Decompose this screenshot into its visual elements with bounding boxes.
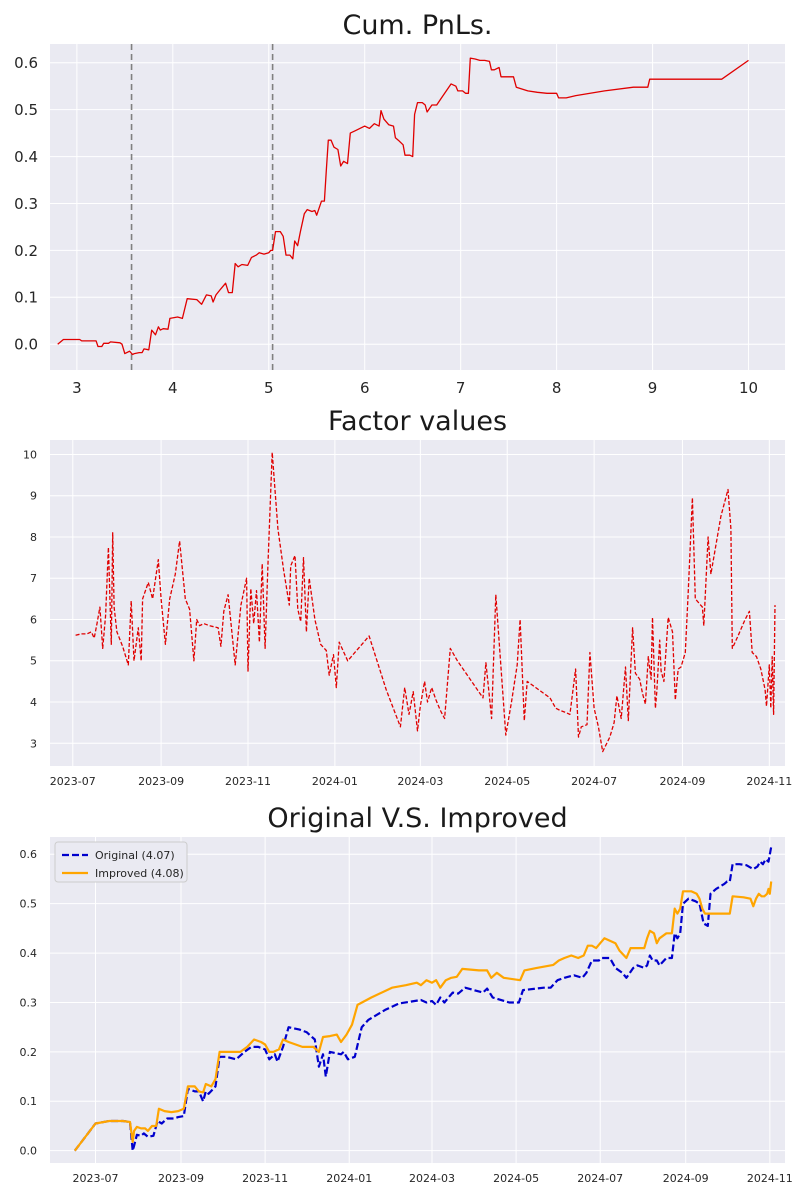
- chart-panel-3: 2023-07 2023-09 2023-11 2024-01 2024-03 2024-…: [20, 803, 793, 1185]
- series-line-1: [73, 846, 773, 1152]
- x-tick-label: 2024-11: [746, 775, 792, 788]
- x-tick-label: 5: [264, 379, 274, 397]
- y-tick-label: 0.2: [14, 242, 38, 260]
- x-tick-label: 2024-07: [571, 775, 617, 788]
- legend-entry: Improved (4.08): [95, 867, 184, 880]
- x-tick-label: 2024-11: [747, 1172, 793, 1185]
- chart-title: Original V.S. Improved: [267, 803, 567, 834]
- y-tick-label: 5: [30, 655, 37, 668]
- y-tick-label: 0.0: [20, 1145, 38, 1158]
- x-tick-label: 2023-11: [242, 1172, 288, 1185]
- x-tick-label: 2024-09: [663, 1172, 709, 1185]
- chart-title: Cum. PnLs.: [342, 10, 492, 41]
- y-tick-label: 10: [23, 448, 37, 461]
- x-tick-label: 2023-07: [73, 1172, 119, 1185]
- x-tick-label: 10: [739, 379, 758, 397]
- x-tick-label: 2023-07: [50, 775, 96, 788]
- plot-area: [50, 440, 785, 766]
- y-tick-label: 3: [30, 737, 37, 750]
- y-tick-label: 0.6: [14, 54, 38, 72]
- x-tick-label: 6: [360, 379, 370, 397]
- y-tick-label: 9: [30, 490, 37, 503]
- x-tick-label: 2024-03: [409, 1172, 455, 1185]
- x-tick-label: 2024-09: [659, 775, 705, 788]
- series-line-1: [57, 57, 749, 356]
- y-tick-label: 7: [30, 572, 37, 585]
- y-tick-label: 0.1: [14, 289, 38, 307]
- x-tick-label: 8: [552, 379, 562, 397]
- chart-title: Factor values: [328, 406, 507, 437]
- x-tick-label: 4: [168, 379, 178, 397]
- y-tick-label: 0.4: [20, 947, 38, 960]
- x-tick-label: 3: [72, 379, 82, 397]
- x-tick-label: 2023-11: [225, 775, 271, 788]
- y-tick-label: 0.0: [14, 336, 38, 354]
- x-tick-label: 2024-05: [484, 775, 530, 788]
- x-tick-label: 2023-09: [158, 1172, 204, 1185]
- y-tick-label: 0.3: [14, 195, 38, 213]
- legend: Original (4.07) Improved (4.08): [54, 841, 188, 883]
- legend-entry: Original (4.07): [95, 849, 175, 862]
- series-line-1: [75, 451, 776, 753]
- x-tick-label: 2024-03: [397, 775, 443, 788]
- x-tick-label: 7: [456, 379, 466, 397]
- chart-panel-2: 2023-07 2023-09 2023-11 2024-01 2024-03 2024-…: [23, 406, 792, 788]
- x-tick-label: 2024-01: [312, 775, 358, 788]
- gridlines: [50, 44, 785, 370]
- y-tick-label: 0.6: [20, 848, 38, 861]
- y-tick-label: 4: [30, 696, 37, 709]
- y-tick-label: 0.1: [20, 1095, 38, 1108]
- gridlines: [50, 440, 785, 766]
- y-tick-label: 0.5: [20, 898, 38, 911]
- y-tick-label: 0.4: [14, 148, 38, 166]
- x-tick-label: 2024-07: [577, 1172, 623, 1185]
- x-tick-label: 9: [648, 379, 658, 397]
- plot-area: [50, 44, 785, 370]
- y-tick-label: 0.3: [20, 996, 38, 1009]
- x-tick-label: 2024-05: [493, 1172, 539, 1185]
- series-line-2: [73, 881, 773, 1152]
- x-tick-label: 2023-09: [138, 775, 184, 788]
- gridlines: [50, 837, 785, 1163]
- y-tick-label: 0.5: [14, 101, 38, 119]
- y-tick-label: 8: [30, 531, 37, 544]
- y-tick-label: 0.2: [20, 1046, 38, 1059]
- x-tick-label: 2024-01: [326, 1172, 372, 1185]
- chart-panel-1: 3 4 5 6 7 8 9 10 0.0 0.1 0.2 0.3 0.4 0.5 0.6 Cum. PnLs.: [14, 10, 785, 397]
- y-tick-label: 6: [30, 613, 37, 626]
